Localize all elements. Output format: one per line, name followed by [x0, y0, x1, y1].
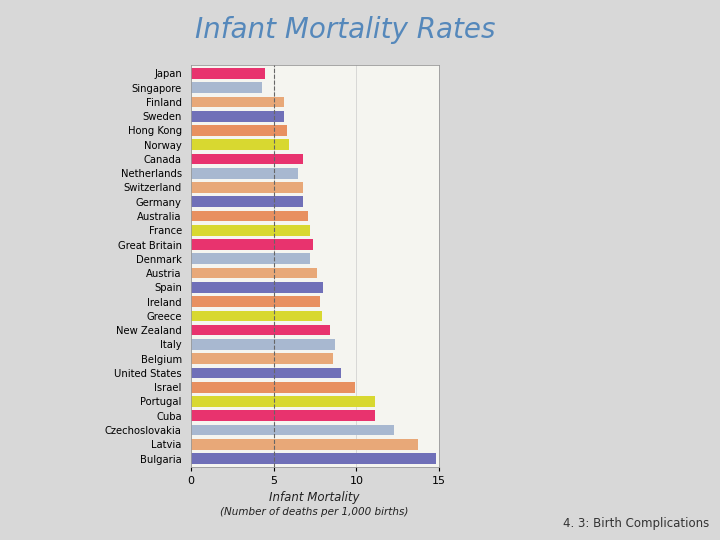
Bar [191, 253, 310, 264]
Bar [191, 111, 284, 122]
Bar [191, 439, 418, 450]
Bar [191, 368, 341, 379]
Bar [191, 268, 317, 279]
Bar [191, 296, 320, 307]
Bar [191, 239, 313, 250]
Bar [191, 225, 310, 235]
Text: Infant Mortality: Infant Mortality [269, 491, 360, 504]
Bar [191, 325, 330, 335]
Bar [191, 396, 374, 407]
Text: Infant Mortality Rates: Infant Mortality Rates [195, 16, 496, 44]
Bar [191, 153, 303, 164]
Bar [191, 282, 323, 293]
Bar [191, 182, 303, 193]
Bar [191, 125, 287, 136]
Bar [191, 168, 299, 179]
Bar [191, 139, 289, 150]
Bar [191, 211, 308, 221]
Bar [191, 82, 262, 93]
Bar [191, 382, 355, 393]
Bar [191, 197, 303, 207]
Bar [191, 424, 395, 435]
Bar [191, 453, 436, 464]
Bar [191, 410, 374, 421]
Text: 4. 3: Birth Complications: 4. 3: Birth Complications [563, 517, 709, 530]
Bar [191, 310, 322, 321]
Bar [191, 339, 335, 350]
Bar [191, 97, 284, 107]
Bar [191, 353, 333, 364]
Text: (Number of deaths per 1,000 births): (Number of deaths per 1,000 births) [220, 507, 409, 517]
Bar [191, 68, 265, 79]
